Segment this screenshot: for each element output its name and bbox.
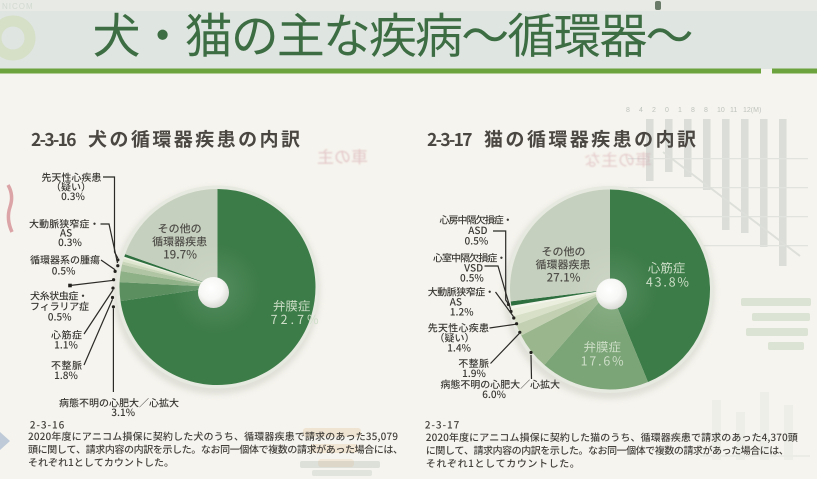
svg-text:8: 8: [704, 107, 708, 114]
svg-text:8: 8: [626, 107, 630, 114]
svg-text:12(M): 12(M): [743, 107, 761, 114]
svg-text:11: 11: [730, 107, 737, 114]
svg-text:8: 8: [691, 107, 695, 114]
svg-text:1: 1: [678, 107, 682, 114]
svg-text:NICOM: NICOM: [2, 2, 34, 11]
svg-text:2: 2: [652, 107, 656, 114]
svg-text:0: 0: [665, 107, 669, 114]
svg-text:4: 4: [639, 107, 643, 114]
svg-text:10: 10: [717, 107, 725, 114]
